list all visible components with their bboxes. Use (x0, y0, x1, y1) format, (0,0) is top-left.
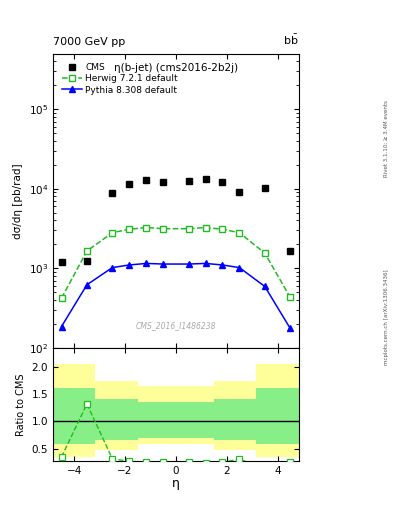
CMS (59, 259, 64, 265)
Line: Pythia 8.308 default: Pythia 8.308 default (59, 260, 293, 332)
Herwig 7.2.1 default (84, 248, 89, 254)
Text: CMS_2016_I1486238: CMS_2016_I1486238 (136, 321, 216, 330)
Text: Rivet 3.1.10; ≥ 3.4M events: Rivet 3.1.10; ≥ 3.4M events (384, 100, 389, 177)
X-axis label: η: η (172, 477, 180, 490)
CMS (127, 181, 132, 187)
Herwig 7.2.1 default (110, 230, 115, 236)
Y-axis label: dσ/dη [pb/rad]: dσ/dη [pb/rad] (13, 163, 23, 239)
Herwig 7.2.1 default (237, 230, 242, 236)
Herwig 7.2.1 default (127, 226, 132, 232)
Pythia 8.308 default (127, 262, 132, 268)
Herwig 7.2.1 default (203, 224, 208, 230)
Text: 7000 GeV pp: 7000 GeV pp (53, 37, 125, 47)
CMS (288, 248, 292, 254)
Pythia 8.308 default (288, 325, 292, 331)
CMS (161, 179, 165, 185)
Herwig 7.2.1 default (220, 226, 225, 232)
Pythia 8.308 default (263, 284, 267, 290)
CMS (84, 258, 89, 264)
Text: η(b-jet) (cms2016-2b2j): η(b-jet) (cms2016-2b2j) (114, 62, 238, 73)
Legend: CMS, Herwig 7.2.1 default, Pythia 8.308 default: CMS, Herwig 7.2.1 default, Pythia 8.308 … (60, 61, 180, 96)
Line: CMS: CMS (59, 176, 293, 265)
Pythia 8.308 default (220, 262, 225, 268)
CMS (220, 179, 225, 185)
Herwig 7.2.1 default (186, 226, 191, 232)
Herwig 7.2.1 default (161, 226, 165, 232)
CMS (144, 177, 149, 183)
Line: Herwig 7.2.1 default: Herwig 7.2.1 default (59, 224, 293, 302)
Pythia 8.308 default (186, 261, 191, 267)
Pythia 8.308 default (59, 324, 64, 330)
Pythia 8.308 default (110, 265, 115, 271)
Pythia 8.308 default (84, 282, 89, 288)
Text: b$\mathsf{\bar{b}}$: b$\mathsf{\bar{b}}$ (283, 33, 299, 47)
CMS (203, 176, 208, 182)
CMS (237, 189, 242, 195)
Herwig 7.2.1 default (288, 294, 292, 301)
Pythia 8.308 default (161, 261, 165, 267)
Herwig 7.2.1 default (263, 250, 267, 256)
Pythia 8.308 default (203, 261, 208, 267)
CMS (110, 190, 115, 196)
CMS (186, 178, 191, 184)
Text: mcplots.cern.ch [arXiv:1306.3436]: mcplots.cern.ch [arXiv:1306.3436] (384, 270, 389, 365)
Herwig 7.2.1 default (144, 224, 149, 230)
Pythia 8.308 default (237, 265, 242, 271)
Herwig 7.2.1 default (59, 295, 64, 301)
CMS (263, 185, 267, 191)
Y-axis label: Ratio to CMS: Ratio to CMS (16, 373, 26, 436)
Pythia 8.308 default (144, 261, 149, 267)
